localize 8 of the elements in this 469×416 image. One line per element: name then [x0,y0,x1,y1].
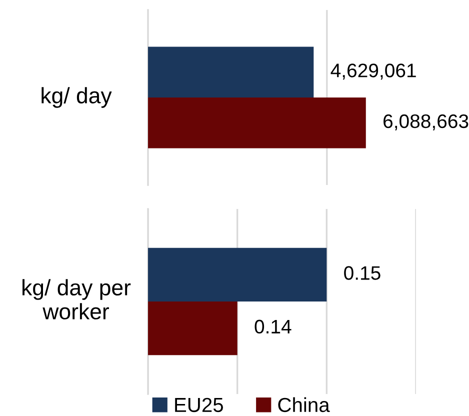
data-label: 0.15 [344,266,380,280]
data-label: 6,088,663 [384,114,468,130]
y-tick-label: kg/ day [42,87,112,108]
y-tick-label: kg/ day per worker [22,279,131,320]
legend-label: EU25 [175,398,223,412]
data-label: 4,629,061 [330,64,416,80]
data-label: 0.14 [254,320,292,334]
legend-label: China [278,397,330,412]
